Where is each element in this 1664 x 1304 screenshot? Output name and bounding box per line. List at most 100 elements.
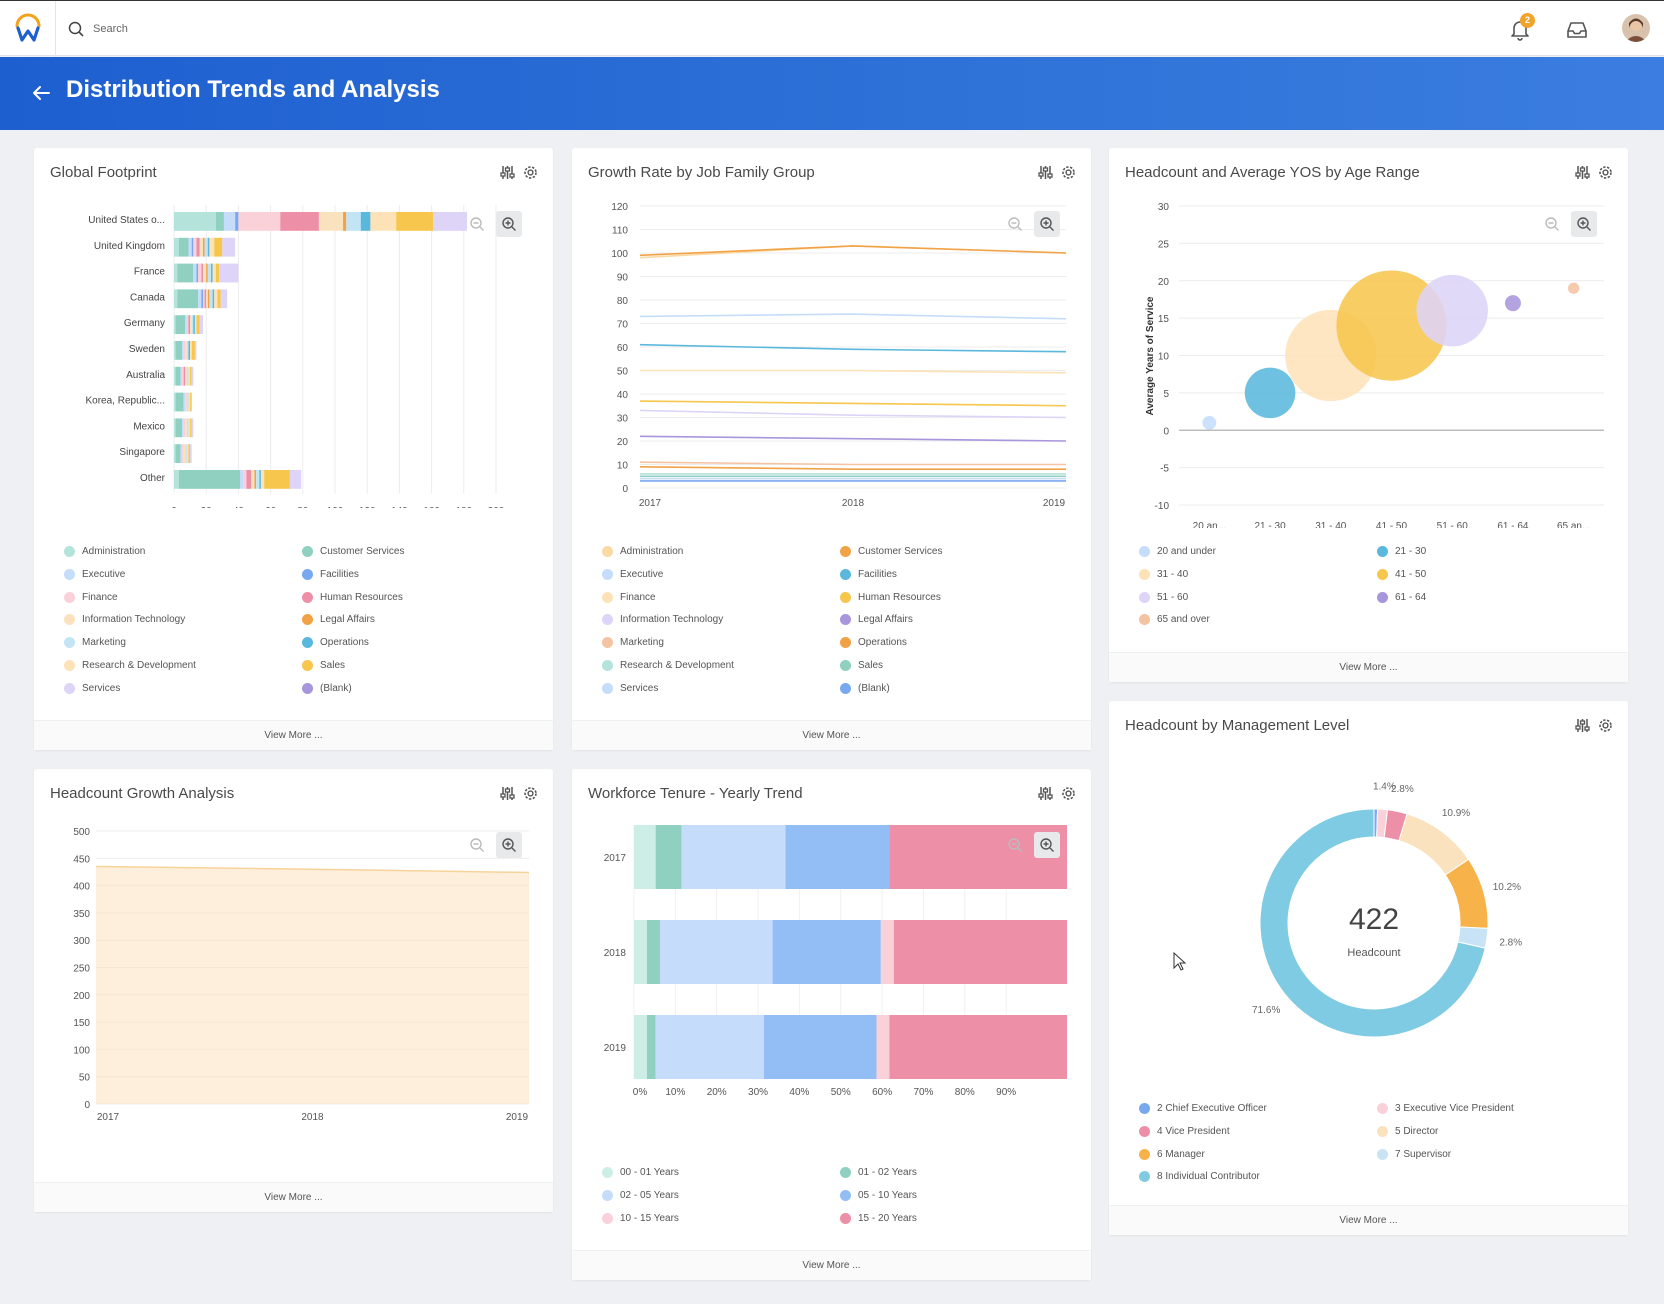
legend-item[interactable]: 65 and over — [1139, 614, 1210, 626]
legend-item[interactable]: 8 Individual Contributor — [1139, 1171, 1260, 1183]
zoom-out-button[interactable] — [464, 211, 490, 237]
filter-sliders-icon[interactable] — [1574, 717, 1591, 734]
legend-item[interactable]: Services — [602, 682, 659, 694]
legend-item[interactable]: 31 - 40 — [1139, 568, 1188, 580]
x-tick-label: 31 - 40 — [1315, 521, 1347, 528]
legend-item[interactable]: Human Resources — [840, 591, 941, 603]
bubble-point — [1202, 415, 1217, 430]
view-more-link[interactable]: View More ... — [34, 1182, 553, 1212]
bar-segment — [191, 341, 195, 360]
legend-item[interactable]: Marketing — [602, 637, 664, 649]
series-line — [639, 461, 1066, 466]
legend-swatch — [602, 660, 613, 671]
legend-item[interactable]: (Blank) — [840, 682, 890, 694]
zoom-in-button[interactable] — [1034, 832, 1060, 858]
search-box[interactable]: Search — [68, 17, 328, 41]
gear-icon[interactable] — [1597, 717, 1614, 734]
zoom-in-button[interactable] — [496, 211, 522, 237]
zoom-in-button[interactable] — [1034, 211, 1060, 237]
legend-label: Services — [620, 682, 659, 694]
legend-item[interactable]: Legal Affairs — [302, 614, 375, 626]
workday-logo[interactable] — [12, 13, 44, 45]
gear-icon[interactable] — [522, 785, 539, 802]
legend-item[interactable]: 20 and under — [1139, 546, 1216, 557]
zoom-out-button[interactable] — [1002, 832, 1028, 858]
legend-item[interactable]: Information Technology — [602, 614, 723, 626]
legend-item[interactable]: Finance — [602, 591, 656, 603]
filter-sliders-icon[interactable] — [1037, 785, 1054, 802]
legend-item[interactable]: Sales — [302, 660, 345, 671]
filter-sliders-icon[interactable] — [1037, 164, 1054, 181]
inbox-icon[interactable] — [1565, 18, 1589, 42]
legend-item[interactable]: 10 - 15 Years — [602, 1212, 679, 1224]
legend-item[interactable]: Sales — [840, 660, 883, 671]
legend-item[interactable]: 05 - 10 Years — [840, 1189, 917, 1201]
legend-item[interactable]: Human Resources — [302, 591, 403, 603]
filter-sliders-icon[interactable] — [1574, 164, 1591, 181]
zoom-in-button[interactable] — [1571, 211, 1597, 237]
legend-item[interactable]: Executive — [64, 568, 125, 580]
legend-item[interactable]: 51 - 60 — [1139, 591, 1188, 603]
zoom-out-icon — [1008, 217, 1022, 231]
user-avatar[interactable] — [1622, 14, 1650, 42]
zoom-in-button[interactable] — [496, 832, 522, 858]
legend-item[interactable]: 00 - 01 Years — [602, 1167, 679, 1178]
legend-item[interactable]: Executive — [602, 568, 663, 580]
legend-item[interactable]: Finance — [64, 591, 118, 603]
gear-icon[interactable] — [1060, 164, 1077, 181]
bar-segment — [223, 212, 236, 231]
gear-icon[interactable] — [522, 164, 539, 181]
legend-item[interactable]: 7 Supervisor — [1377, 1148, 1451, 1160]
legend-swatch — [602, 682, 613, 694]
legend-item[interactable]: 5 Director — [1377, 1125, 1438, 1137]
legend-item[interactable]: (Blank) — [302, 682, 352, 694]
legend-item[interactable]: 2 Chief Executive Officer — [1139, 1103, 1267, 1114]
legend-item[interactable]: Research & Development — [64, 660, 196, 671]
legend-item[interactable]: 41 - 50 — [1377, 568, 1427, 580]
y-tick-label: 150 — [73, 1018, 90, 1029]
legend-item[interactable]: 02 - 05 Years — [602, 1189, 679, 1201]
legend-item[interactable]: Marketing — [64, 637, 126, 649]
gear-icon[interactable] — [1597, 164, 1614, 181]
legend-label: Sales — [320, 660, 346, 671]
view-more-link[interactable]: View More ... — [572, 1250, 1091, 1280]
zoom-out-button[interactable] — [464, 832, 490, 858]
bar-segment — [214, 289, 218, 309]
legend-item[interactable]: 6 Manager — [1139, 1148, 1205, 1160]
legend-label: Administration — [82, 546, 146, 557]
view-more-link[interactable]: View More ... — [34, 720, 553, 750]
legend-item[interactable]: Administration — [602, 546, 683, 557]
filter-sliders-icon[interactable] — [499, 164, 516, 181]
legend-item[interactable]: 01 - 02 Years — [840, 1167, 917, 1178]
legend-item[interactable]: 21 - 30 — [1377, 546, 1426, 557]
legend-item[interactable]: 61 - 64 — [1377, 591, 1426, 603]
legend-item[interactable]: Research & Development — [602, 660, 734, 671]
back-arrow-icon[interactable] — [30, 82, 52, 104]
legend-item[interactable]: Operations — [302, 637, 369, 649]
legend-item[interactable]: Customer Services — [302, 546, 404, 557]
legend-label: 6 Manager — [1157, 1148, 1205, 1160]
zoom-out-button[interactable] — [1002, 211, 1028, 237]
gear-icon[interactable] — [1060, 785, 1077, 802]
legend-item[interactable]: 4 Vice President — [1139, 1125, 1230, 1137]
legend-label: 41 - 50 — [1395, 568, 1427, 580]
legend-item[interactable]: 3 Executive Vice President — [1377, 1103, 1514, 1114]
legend-item[interactable]: Facilities — [840, 568, 897, 580]
zoom-out-icon — [470, 217, 484, 231]
legend-item[interactable]: Customer Services — [840, 546, 942, 557]
legend-label: Sales — [858, 660, 884, 671]
view-more-link[interactable]: View More ... — [1109, 652, 1628, 682]
zoom-out-button[interactable] — [1539, 211, 1565, 237]
legend-item[interactable]: 15 - 20 Years — [840, 1212, 917, 1224]
legend-item[interactable]: Facilities — [302, 568, 359, 580]
legend-item[interactable]: Operations — [840, 637, 907, 649]
legend-item[interactable]: Administration — [64, 546, 145, 557]
view-more-link[interactable]: View More ... — [1109, 1205, 1628, 1235]
view-more-link[interactable]: View More ... — [572, 720, 1091, 750]
legend-item[interactable]: Information Technology — [64, 614, 185, 626]
legend-item[interactable]: Services — [64, 682, 120, 694]
legend-swatch — [1139, 546, 1150, 557]
bar-segment — [235, 212, 239, 231]
legend-item[interactable]: Legal Affairs — [840, 614, 913, 626]
filter-sliders-icon[interactable] — [499, 785, 516, 802]
